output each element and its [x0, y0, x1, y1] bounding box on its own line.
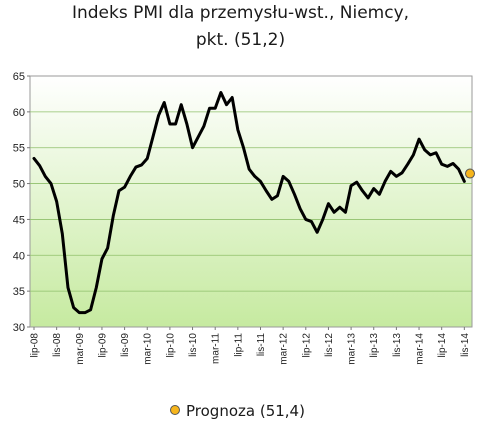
x-tick-label: mar-09 — [75, 333, 86, 365]
x-tick-label: lip-09 — [97, 333, 108, 358]
x-tick-label: lip-11 — [233, 333, 244, 357]
x-tick-label: lis-09 — [120, 333, 131, 357]
x-tick-label: lis-14 — [460, 333, 471, 357]
y-tick-label: 30 — [13, 322, 25, 334]
y-tick-label: 35 — [13, 286, 25, 298]
legend: Prognoza (51,4) — [170, 402, 305, 420]
chart-title: Indeks PMI dla przemysłu-wst., Niemcy, p… — [0, 0, 481, 54]
x-tick-label: lis-12 — [324, 333, 335, 357]
y-tick-label: 65 — [13, 71, 25, 83]
x-tick-label: mar-13 — [347, 333, 358, 365]
y-tick-label: 50 — [13, 179, 25, 191]
legend-forecast-marker — [170, 405, 180, 415]
x-tick-label: lip-08 — [30, 333, 41, 358]
x-tick-label: lis-08 — [52, 333, 63, 357]
chart-title-line2: pkt. (51,2) — [195, 30, 286, 50]
x-tick-label: lis-13 — [392, 333, 403, 357]
y-tick-label: 55 — [13, 143, 25, 155]
x-tick-label: lip-12 — [301, 333, 312, 358]
series-line — [32, 90, 466, 315]
forecast-point — [465, 168, 475, 179]
y-tick-label: 40 — [13, 250, 25, 262]
x-tick-label: lip-14 — [437, 333, 448, 358]
y-tick-label: 45 — [13, 214, 25, 226]
x-tick-label: lip-10 — [165, 333, 176, 358]
x-tick-label: lis-10 — [188, 333, 199, 357]
chart-title-line1: Indeks PMI dla przemysłu-wst., Niemcy, — [71, 3, 410, 23]
x-axis-ticks: lip-08 lis-08 mar-09 lip-09 lis-09 mar-10 lip-… — [30, 327, 471, 365]
y-tick-label: 60 — [13, 107, 25, 119]
x-tick-label: lis-11 — [256, 333, 267, 357]
series-layer — [32, 90, 475, 315]
x-tick-label: mar-11 — [211, 333, 222, 364]
y-axis-ticks: 30 35 40 45 50 55 60 65 — [13, 71, 30, 334]
plot-area — [29, 75, 473, 328]
x-tick-label: lip-13 — [369, 333, 380, 358]
x-tick-label: mar-12 — [279, 333, 290, 365]
legend-forecast-label: Prognoza (51,4) — [186, 402, 305, 420]
x-tick-label: mar-10 — [143, 333, 154, 365]
x-tick-label: mar-14 — [415, 333, 426, 365]
